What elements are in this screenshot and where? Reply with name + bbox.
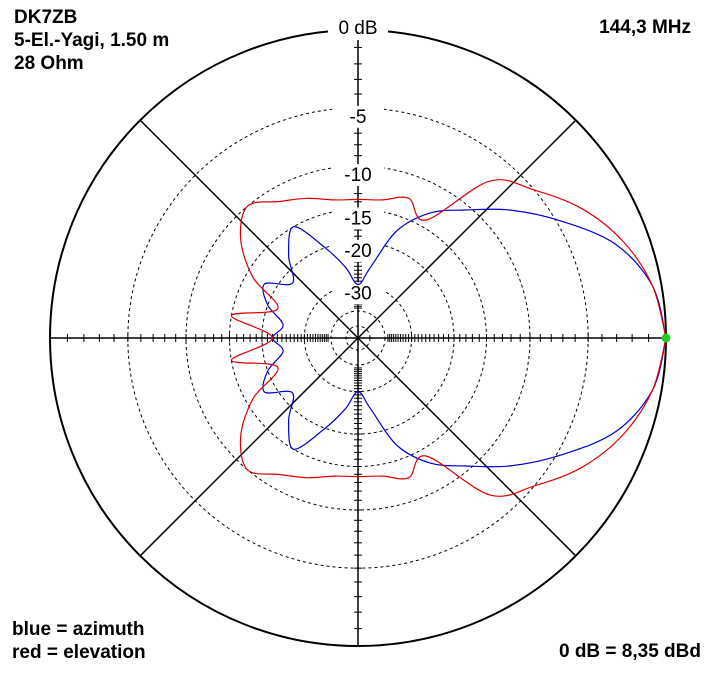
max-gain-marker xyxy=(661,333,671,343)
frequency-label: 144,3 MHz xyxy=(599,17,691,38)
spoke-135 xyxy=(139,119,359,339)
ring-label-bg xyxy=(332,282,384,305)
ring-label: -30 xyxy=(344,283,371,304)
ring-labels: 0 dB -5 -10 -15 -20 -30 xyxy=(328,18,388,305)
ring-label-bg xyxy=(332,164,384,187)
reference-level: 0 dB = 8,35 dBd xyxy=(558,641,701,662)
legend-elevation: red = elevation xyxy=(12,642,146,663)
ring-label: 0 dB xyxy=(338,18,377,39)
ring-label-bg xyxy=(332,207,384,230)
antenna-type: 5-El.-Yagi, 1.50 m xyxy=(14,30,170,51)
legend-azimuth: blue = azimuth xyxy=(12,619,145,640)
ring-label: -5 xyxy=(350,107,367,128)
spoke-45 xyxy=(357,119,577,339)
ring-label-bg xyxy=(332,105,384,128)
antenna-info: DK7ZB 5-El.-Yagi, 1.50 m 28 Ohm xyxy=(14,6,169,75)
legend: blue = azimuth red = elevation xyxy=(12,618,146,664)
elevation-curve xyxy=(230,179,667,497)
ring-label-bg xyxy=(332,239,384,262)
spoke-315 xyxy=(357,337,577,557)
ring-label: -20 xyxy=(344,241,371,262)
ring-label: -15 xyxy=(344,208,371,229)
callsign: DK7ZB xyxy=(14,7,78,28)
spoke-225 xyxy=(139,337,359,557)
pattern-curves xyxy=(230,179,671,497)
ring-label: -10 xyxy=(344,165,371,186)
ring-label-bg xyxy=(328,18,388,40)
impedance: 28 Ohm xyxy=(14,53,84,74)
